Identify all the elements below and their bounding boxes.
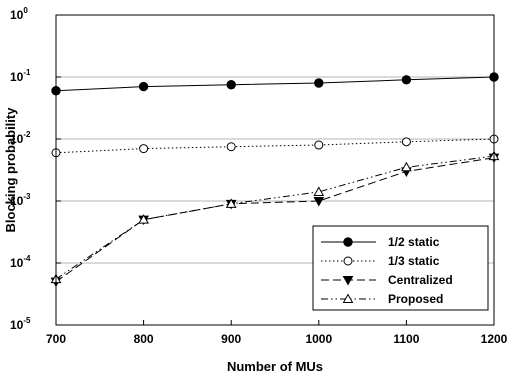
legend-label-centralized: Centralized [388,273,453,287]
y-tick-label: 10-1 [10,68,31,84]
y-tick-label: 10-4 [10,254,31,270]
data-point-1-3-static [314,140,324,150]
data-point-centralized [313,197,325,207]
series-line-1-3-static [55,138,495,154]
axis-ticks: 100 10-1 10-2 10-3 10-4 10-5 700 800 900 1000 1100… [10,6,508,346]
legend-marker-centralized [342,276,354,286]
legend-marker-proposed [342,293,354,303]
y-tick-label: 10-5 [10,316,31,332]
x-tick-label: 800 [134,332,154,346]
series-line-proposed [55,155,495,280]
series-line-1-2-static [55,76,495,92]
legend-label-1-2-static: 1/2 static [388,235,440,249]
x-tick-label: 1200 [481,332,508,346]
legend-label-1-3-static: 1/3 static [388,254,440,268]
y-tick-label: 10-2 [10,130,31,146]
data-point-1-2-static [314,78,324,88]
x-axis-title: Number of MUs [227,359,323,374]
data-point-1-3-static [139,144,149,154]
x-tick-label: 1000 [305,332,332,346]
legend-marker-1-3-static [343,256,353,266]
plot-area-frame [55,14,495,326]
y-tick-label: 100 [10,6,28,22]
series-line-centralized [55,157,495,283]
data-point-1-2-static [401,75,412,85]
data-point-1-2-static [226,80,236,90]
data-point-proposed [138,214,149,224]
data-point-1-3-static [226,142,236,152]
x-tick-label: 1100 [393,332,419,346]
legend: 1/2 static 1/3 static Centralized Proposed [312,225,489,311]
y-tick-label: 10-3 [10,192,31,208]
x-tick-label: 900 [221,332,241,346]
x-tick-label: 700 [46,332,66,346]
legend-label-proposed: Proposed [388,292,443,306]
legend-marker-1-2-static [343,237,353,247]
data-point-proposed [401,161,412,172]
data-point-proposed [313,186,325,196]
y-axis-title: Blocking probability [3,107,18,233]
legend-box [312,225,489,311]
data-point-proposed [225,198,237,208]
data-point-1-3-static [401,137,411,147]
data-point-1-2-static [138,81,149,92]
